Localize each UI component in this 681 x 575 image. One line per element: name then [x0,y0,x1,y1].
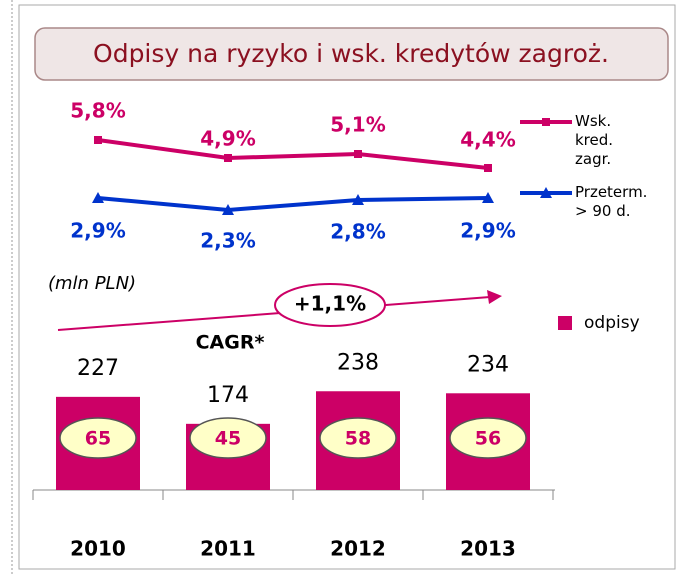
bar-label: 234 [467,352,509,377]
title-box [34,27,669,81]
inner-label: 65 [85,428,111,450]
legend-label: Przeterm. > 90 d. [575,183,648,220]
marker [352,194,364,205]
cagr-label: CAGR* [196,332,265,354]
inner-ellipse [189,417,267,459]
x-tick-label: 2010 [70,537,126,561]
x-tick-label: 2012 [330,537,386,561]
value-label: 5,8% [70,99,125,123]
inner-ellipse [449,417,527,459]
cagr-arrow [57,296,491,331]
marker [354,150,362,158]
cagr-value: +1,1% [294,292,366,316]
value-label: 4,9% [200,127,255,151]
marker [94,136,102,144]
value-label: 2,9% [460,219,515,243]
cagr-ellipse [274,283,386,327]
marker [224,154,232,162]
value-label: 2,3% [200,229,255,253]
value-label: 5,1% [330,113,385,137]
value-label: 2,8% [330,220,385,244]
inner-label: 58 [345,428,371,450]
cagr-arrowhead [487,290,502,304]
unit-label: (mln PLN) [48,273,136,294]
marker [222,204,234,215]
bar-label: 227 [77,356,119,381]
line [97,196,489,213]
value-label: 2,9% [70,219,125,243]
legend-swatch [558,316,572,330]
chart-title: Odpisy na ryzyko i wsk. kredytów zagroż. [93,39,609,68]
bar-label: 238 [337,350,379,375]
legend-label: Wsk. kred. zagr. [575,112,614,168]
inner-label: 56 [475,428,501,450]
legend-marker [540,187,552,198]
line [97,138,489,170]
marker [484,164,492,172]
inner-ellipse [319,417,397,459]
legend-marker [542,118,550,126]
inner-label: 45 [215,428,241,450]
bar-label: 174 [207,383,249,408]
x-tick-label: 2013 [460,537,516,561]
legend-label: odpisy [584,313,640,333]
x-tick-label: 2011 [200,537,256,561]
marker [92,192,104,203]
inner-ellipse [59,417,137,459]
marker [482,192,494,203]
value-label: 4,4% [460,128,515,152]
